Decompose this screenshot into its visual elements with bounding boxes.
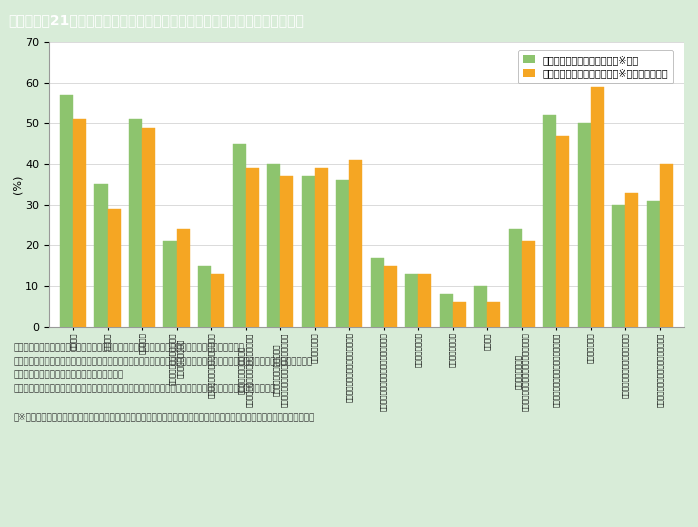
Text: 第１－特－21図　今後お金をかけたい消費分野（男性，ライフスタイル別）: 第１－特－21図 今後お金をかけたい消費分野（男性，ライフスタイル別） [8,13,304,27]
Bar [232,144,246,327]
Bar [371,258,384,327]
Bar [349,160,362,327]
Bar [474,286,487,327]
Bar [211,274,224,327]
Bar [440,294,453,327]
Bar [60,95,73,327]
Bar [556,135,570,327]
Bar [591,87,604,327]
Bar [246,168,259,327]
Bar [612,205,625,327]
Bar [543,115,556,327]
Bar [384,266,397,327]
Bar [660,164,673,327]
Bar [647,201,660,327]
Bar [198,266,211,327]
Bar [267,164,280,327]
Bar [177,229,190,327]
Bar [336,180,349,327]
Bar [578,123,591,327]
Legend: 「積極的に育児をする男性（※）」, 「積極的に育児をする男性（※）」以外の男性: 「積極的に育児をする男性（※）」, 「積極的に育児をする男性（※）」以外の男性 [518,50,673,83]
Bar [625,192,639,327]
Bar [280,177,293,327]
Bar [453,302,466,327]
Bar [315,168,328,327]
Bar [487,302,500,327]
Bar [73,120,86,327]
Bar [94,184,107,327]
Bar [107,209,121,327]
Bar [163,241,177,327]
Text: （備考）　１．内閣府「男女の消費・貯蓄等の生活意識に関する調査」（平成２２年）より作成。
　　　　　２．「将来お金をかけたいものをお知らせください（複数回答）」: （備考） １．内閣府「男女の消費・貯蓄等の生活意識に関する調査」（平成２２年）よ… [14,343,315,422]
Bar [522,241,535,327]
Bar [302,177,315,327]
Bar [418,274,431,327]
Bar [509,229,522,327]
Bar [142,128,155,327]
Bar [129,120,142,327]
Y-axis label: (%): (%) [13,175,22,194]
Bar [405,274,418,327]
